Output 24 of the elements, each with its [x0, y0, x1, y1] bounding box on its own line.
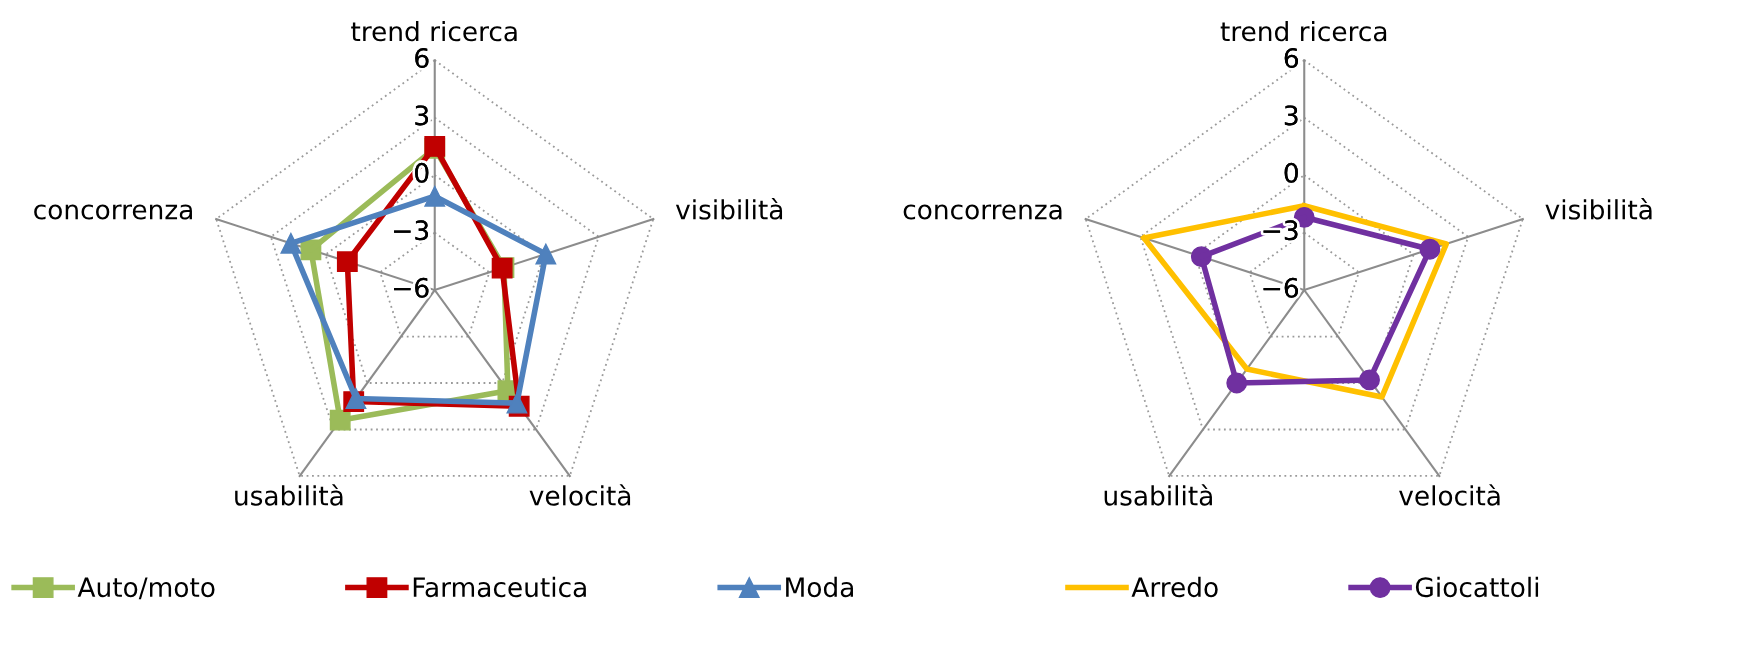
spoke-label: concorrenza: [34, 204, 192, 220]
legend-label: Auto/moto: [77, 577, 215, 600]
y-tick-label: 6: [1284, 47, 1298, 68]
legend-label: Moda: [786, 576, 853, 598]
y-tick-label: −6: [394, 277, 429, 298]
spoke-label: velocità: [529, 484, 631, 506]
spoke-label: usabilità: [1104, 484, 1212, 506]
spoke-label: trend ricerca: [351, 20, 517, 42]
legend-label: Giocattoli: [1415, 576, 1539, 598]
y-tick-label: −6: [1263, 277, 1298, 298]
y-tick-label: −3: [394, 220, 429, 241]
spoke-label: visibilità: [675, 198, 783, 220]
spoke-label: visibilità: [1545, 198, 1652, 220]
y-tick-label: 0: [1284, 162, 1298, 183]
y-tick-label: 6: [415, 47, 429, 68]
y-tick-label: 3: [1284, 105, 1298, 126]
y-tick-label: 0: [415, 162, 429, 183]
spoke-label: velocità: [1399, 484, 1500, 506]
spoke-label: usabilità: [235, 484, 343, 506]
legend-label: Arredo: [1131, 576, 1218, 598]
y-tick-label: 3: [415, 105, 429, 126]
legend-label: Farmaceutica: [413, 576, 586, 598]
spoke-label: trend ricerca: [1220, 20, 1387, 42]
spoke-label: concorrenza: [903, 204, 1062, 220]
